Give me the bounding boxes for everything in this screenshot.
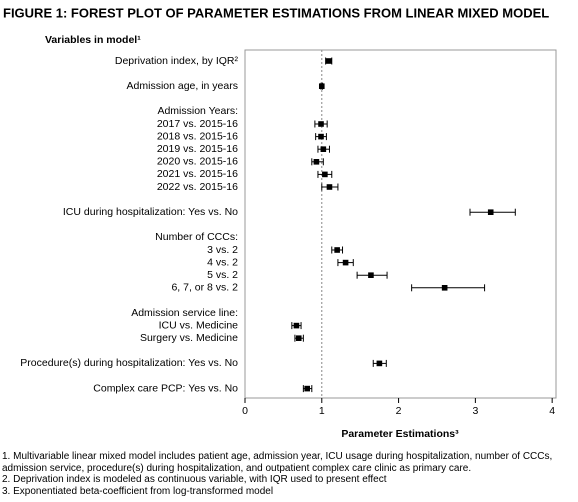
row-label: 2017 vs. 2015-16	[157, 118, 238, 130]
row-label: Procedure(s) during hospitalization: Yes…	[20, 357, 238, 369]
row-label: 2022 vs. 2015-16	[157, 181, 238, 193]
estimate	[368, 272, 374, 278]
x-tick-label: 4	[549, 405, 555, 417]
row-label: 5 vs. 2	[207, 269, 238, 281]
estimate	[325, 58, 332, 64]
row-label: 4 vs. 2	[207, 256, 238, 268]
estimate	[334, 247, 340, 253]
estimate	[376, 360, 383, 367]
row-label: 2020 vs. 2015-16	[157, 156, 238, 168]
row-label: Admission service line:	[131, 307, 238, 319]
row-label: Admission Years:	[157, 105, 238, 117]
estimate	[487, 209, 494, 215]
estimate	[293, 322, 300, 329]
footnote: 2. Deprivation index is modeled as conti…	[2, 474, 387, 485]
x-axis-label: Parameter Estimations³	[341, 428, 459, 440]
footnote: 1. Multivariable linear mixed model incl…	[2, 451, 553, 474]
chart-title: FIGURE 1: FOREST PLOT OF PARAMETER ESTIM…	[3, 5, 549, 20]
x-tick-label: 1	[319, 405, 325, 417]
estimate	[326, 184, 333, 190]
x-tick-label: 3	[472, 405, 478, 417]
x-tick-label: 0	[242, 405, 248, 417]
plot-frame	[244, 49, 557, 399]
estimate	[318, 133, 324, 140]
row-label: 3 vs. 2	[207, 244, 238, 256]
estimate	[441, 285, 448, 291]
chart: FIGURE 1: FOREST PLOT OF PARAMETER ESTIM…	[3, 5, 557, 440]
estimate	[342, 259, 349, 266]
row-header: Variables in model¹	[45, 34, 141, 46]
row-label: ICU vs. Medicine	[159, 319, 239, 331]
estimate	[295, 335, 302, 341]
estimate	[318, 83, 325, 89]
row-label: 6, 7, or 8 vs. 2	[171, 282, 238, 294]
row-label: 2021 vs. 2015-16	[157, 168, 238, 180]
estimate	[318, 121, 324, 127]
row-label: 2018 vs. 2015-16	[157, 130, 238, 142]
row-label: Surgery vs. Medicine	[140, 332, 238, 344]
footnotes: 1. Multivariable linear mixed model incl…	[2, 451, 576, 497]
row-label: Complex care PCP: Yes vs. No	[93, 382, 238, 394]
row-label: Admission age, in years	[127, 80, 238, 92]
estimate	[322, 171, 328, 178]
estimate	[304, 385, 310, 392]
row-label: Number of CCCs:	[155, 231, 238, 243]
x-tick-label: 2	[396, 405, 402, 417]
estimate	[313, 159, 320, 165]
estimate	[320, 146, 327, 152]
footnote: 3. Exponentiated beta-coefficient from l…	[2, 485, 274, 497]
row-label: 2019 vs. 2015-16	[157, 143, 238, 155]
row-label: Deprivation index, by IQR²	[115, 55, 239, 67]
row-label: ICU during hospitalization: Yes vs. No	[63, 206, 238, 218]
